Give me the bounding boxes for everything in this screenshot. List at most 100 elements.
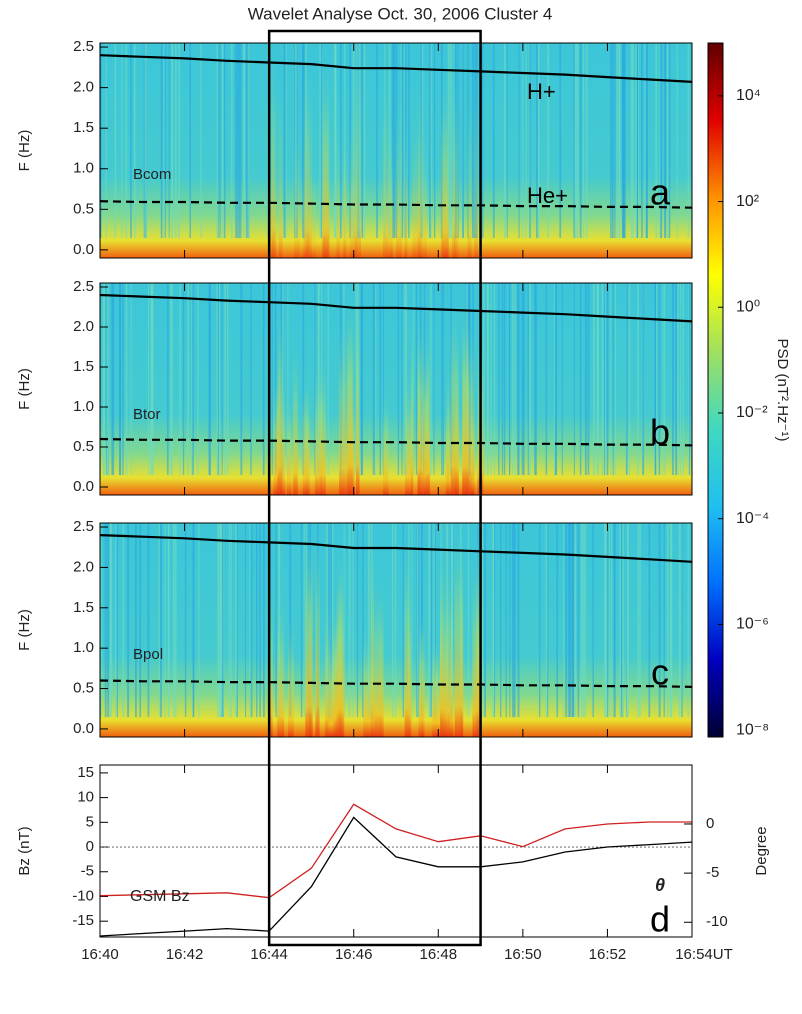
spectrogram-burst: [405, 374, 413, 495]
spectrogram-burst: [370, 633, 375, 737]
y2-axis-label: Degree: [753, 826, 770, 875]
spectrogram-burst: [444, 571, 447, 737]
y-tick-label: -10: [706, 913, 728, 930]
spectrogram-burst: [287, 622, 294, 737]
spectrogram-burst: [294, 128, 300, 258]
spectrogram-burst: [271, 43, 275, 258]
y-tick-label: -5: [81, 863, 94, 880]
spectrogram-burst: [314, 364, 323, 495]
colorbar-tick-label: 10⁻⁴: [736, 510, 769, 527]
spectrogram-burst: [348, 160, 355, 258]
spectrogram: [100, 283, 692, 495]
y-tick-label: 1.5: [73, 599, 94, 616]
y-tick-label: 0.5: [73, 680, 94, 697]
spectrogram-burst: [382, 75, 389, 258]
y-tick-label: 0.0: [73, 241, 94, 258]
annotation: H+: [527, 79, 556, 104]
spectrogram-burst: [347, 294, 354, 495]
spectrogram-burst: [474, 82, 479, 258]
spectrogram-burst: [417, 72, 422, 258]
panel-frame: [99, 282, 693, 496]
colorbar-tick-label: 10⁻⁸: [736, 721, 769, 738]
spectrogram-burst: [315, 530, 320, 737]
spectrogram: [99, 43, 692, 259]
spectrogram-burst: [467, 325, 475, 495]
highlight-box: [267, 29, 482, 947]
y-tick-label: 1.0: [73, 160, 94, 177]
x-tick-label: 16:54UT: [675, 946, 733, 963]
spectrogram-burst: [269, 588, 273, 737]
spectrogram-burst: [303, 62, 310, 259]
spectrogram-burst: [344, 127, 348, 259]
y-tick-label: 2.0: [73, 79, 94, 96]
spectrogram-burst: [440, 91, 448, 258]
colorbar-tick-label: 10²: [736, 193, 760, 210]
y-tick-label: 1.0: [73, 398, 94, 415]
series-line: [99, 293, 693, 323]
y-tick-label: 15: [77, 764, 94, 781]
spectrogram-burst: [354, 54, 361, 258]
spectrogram-burst: [322, 92, 329, 259]
spectrogram-burst: [452, 67, 456, 258]
spectrogram-burst: [417, 315, 421, 495]
panel-frame: [99, 764, 693, 938]
colorbar-tick-label: 10⁻²: [736, 404, 768, 421]
x-tick-label: 16:40: [81, 946, 119, 963]
y-axis-label: F (Hz): [16, 368, 33, 410]
spectrogram-burst: [419, 130, 427, 258]
series-line: [99, 803, 692, 899]
y-tick-label: 1.5: [73, 358, 94, 375]
spectrogram-burst: [293, 346, 298, 495]
spectrogram-burst: [420, 616, 424, 737]
x-tick-label: 16:48: [420, 946, 458, 963]
legend-label: GSM Bz: [130, 888, 190, 905]
spectrogram-burst: [305, 528, 313, 737]
series-line: [99, 816, 693, 937]
panel-frame: [99, 522, 693, 738]
x-tick-label: 16:42: [166, 946, 204, 963]
y-tick-label: 0.5: [73, 200, 94, 217]
x-tick-label: 16:46: [335, 946, 373, 963]
y-tick-label: 2.5: [73, 278, 94, 295]
spectrogram-burst: [302, 380, 310, 495]
component-label: Bpol: [133, 646, 163, 663]
spectrogram-burst: [472, 562, 480, 737]
y-tick-label: 1.0: [73, 639, 94, 656]
spectrogram-burst: [419, 324, 424, 495]
spectrogram-burst: [412, 107, 420, 258]
component-label: Bcom: [133, 166, 171, 183]
y-axis-label: F (Hz): [16, 609, 33, 651]
colorbar-label: PSD (nT².Hz⁻¹): [774, 339, 791, 442]
y-tick-label: 2.5: [73, 518, 94, 535]
spectrogram-burst: [383, 394, 389, 495]
y-tick-label: 1.5: [73, 119, 94, 136]
spectrogram-burst: [445, 401, 452, 495]
spectrogram-burst: [440, 546, 445, 737]
y-tick-label: 0.0: [73, 720, 94, 737]
y-tick-label: 2.5: [73, 38, 94, 55]
spectrogram-burst: [454, 88, 459, 258]
spectrogram-burst: [450, 302, 457, 495]
spectrogram: [100, 523, 692, 737]
spectrogram-burst: [461, 301, 469, 495]
x-tick-label: 16:52: [589, 946, 627, 963]
spectrogram-burst: [301, 165, 307, 258]
series-line: [99, 437, 693, 447]
spectrogram-burst: [324, 607, 331, 737]
spectrogram-burst: [455, 317, 459, 495]
spectrogram-burst: [434, 643, 441, 737]
spectrogram-burst: [338, 545, 343, 737]
spectrogram-burst: [355, 284, 360, 495]
panel-label: d: [650, 899, 670, 940]
spectrogram-burst: [279, 376, 286, 495]
spectrogram-burst: [374, 581, 381, 737]
panel-frame: [99, 42, 693, 259]
series-line: [99, 54, 693, 83]
spectrogram-burst: [379, 585, 384, 737]
y-tick-label: 0.0: [73, 478, 94, 495]
y-tick-label: 2.0: [73, 318, 94, 335]
y-tick-label: 0.5: [73, 438, 94, 455]
spectrogram-burst: [424, 359, 428, 495]
y-tick-label: 2.0: [73, 558, 94, 575]
